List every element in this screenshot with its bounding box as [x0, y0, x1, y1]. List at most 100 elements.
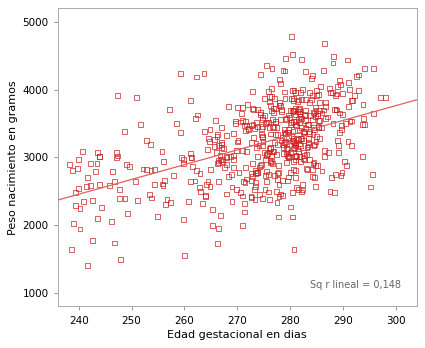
- Point: [343, 163, 350, 168]
- Point: [228, 171, 235, 177]
- Point: [238, 111, 244, 116]
- Point: [284, 129, 291, 135]
- Point: [290, 96, 297, 102]
- Point: [344, 57, 351, 63]
- Point: [261, 113, 268, 118]
- Point: [314, 111, 321, 116]
- Point: [265, 172, 272, 177]
- Point: [218, 125, 224, 130]
- Point: [289, 52, 296, 57]
- Point: [314, 112, 321, 118]
- Point: [249, 174, 256, 180]
- Point: [250, 107, 257, 112]
- Point: [332, 172, 339, 177]
- Point: [295, 109, 301, 114]
- Point: [289, 129, 296, 134]
- Point: [290, 108, 297, 113]
- Point: [223, 154, 230, 160]
- Point: [201, 71, 207, 77]
- Point: [293, 153, 300, 158]
- Point: [277, 191, 284, 197]
- Point: [220, 146, 227, 151]
- Point: [338, 127, 345, 133]
- Point: [283, 141, 290, 147]
- Point: [345, 80, 352, 85]
- Point: [295, 137, 302, 142]
- Point: [304, 122, 311, 127]
- Point: [289, 108, 296, 113]
- Point: [301, 157, 308, 163]
- Point: [233, 148, 240, 153]
- Point: [275, 214, 282, 220]
- Point: [292, 106, 299, 111]
- Point: [300, 128, 307, 134]
- Point: [162, 201, 169, 207]
- Point: [96, 182, 103, 187]
- Point: [370, 111, 377, 117]
- Point: [244, 126, 251, 132]
- Point: [307, 113, 314, 118]
- Point: [113, 155, 120, 161]
- Point: [87, 183, 94, 188]
- Point: [298, 57, 305, 62]
- Point: [270, 125, 277, 130]
- Point: [96, 153, 103, 159]
- Point: [92, 169, 99, 174]
- Point: [303, 166, 310, 172]
- Point: [290, 97, 297, 103]
- Point: [87, 160, 94, 166]
- Point: [291, 88, 298, 93]
- Point: [289, 109, 296, 114]
- Point: [257, 110, 264, 115]
- Point: [272, 118, 279, 124]
- Point: [248, 140, 255, 145]
- Point: [192, 116, 198, 122]
- Point: [135, 197, 142, 203]
- Point: [314, 88, 320, 93]
- Point: [70, 221, 77, 227]
- Point: [258, 126, 265, 131]
- Point: [291, 144, 298, 150]
- Point: [275, 182, 282, 188]
- Point: [341, 159, 348, 164]
- Point: [296, 106, 303, 111]
- Point: [269, 94, 275, 100]
- Point: [301, 153, 308, 159]
- Point: [289, 214, 296, 220]
- Point: [72, 203, 79, 208]
- Point: [268, 158, 275, 164]
- Point: [76, 206, 83, 211]
- Point: [301, 113, 308, 119]
- Point: [311, 142, 318, 148]
- Point: [309, 117, 316, 122]
- Point: [286, 114, 293, 120]
- Point: [242, 180, 249, 185]
- Point: [230, 157, 237, 163]
- Point: [293, 185, 300, 190]
- Point: [254, 154, 261, 159]
- Point: [295, 106, 302, 112]
- Point: [264, 151, 270, 157]
- Point: [293, 123, 300, 128]
- Point: [281, 127, 288, 132]
- Point: [282, 139, 289, 145]
- Point: [269, 117, 275, 122]
- Point: [232, 118, 239, 124]
- Point: [227, 154, 234, 160]
- Point: [218, 140, 224, 145]
- Point: [315, 124, 322, 129]
- Point: [291, 247, 298, 252]
- Point: [187, 151, 194, 157]
- Point: [303, 152, 310, 158]
- Point: [215, 158, 222, 163]
- Point: [300, 129, 306, 135]
- Point: [348, 118, 355, 124]
- Point: [313, 134, 320, 140]
- Point: [292, 111, 299, 117]
- Point: [321, 41, 328, 46]
- Point: [306, 100, 313, 105]
- Point: [139, 166, 146, 172]
- Point: [75, 185, 82, 191]
- Point: [306, 89, 313, 95]
- Point: [313, 108, 320, 113]
